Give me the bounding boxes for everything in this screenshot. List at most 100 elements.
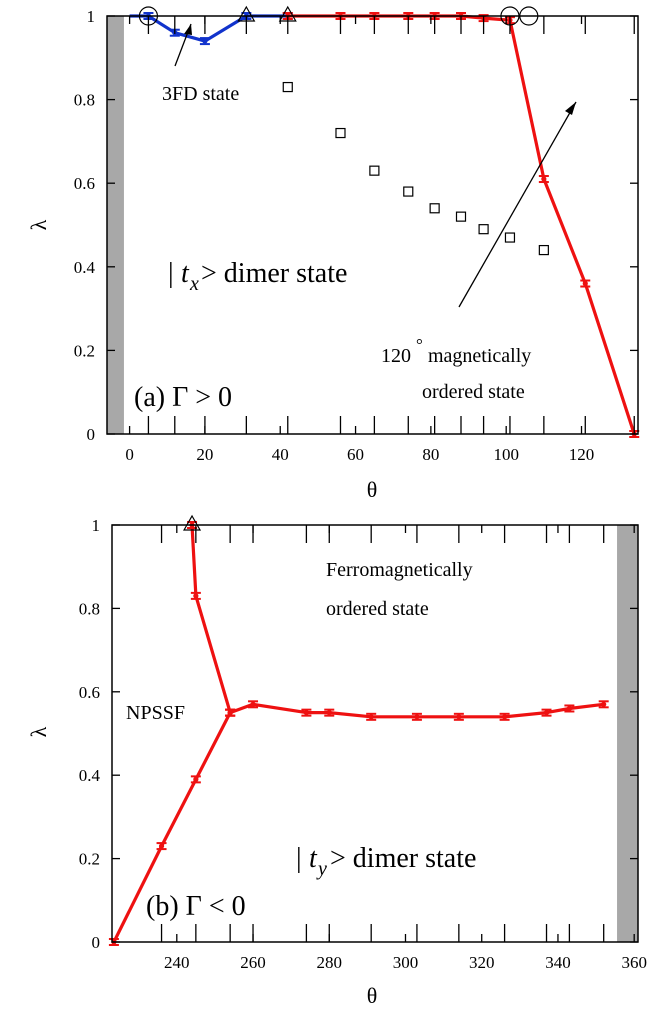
data-point-marker bbox=[227, 710, 233, 716]
data-point bbox=[499, 712, 510, 721]
y-tick-label: 0 bbox=[92, 933, 101, 952]
arrow-120-head bbox=[565, 102, 576, 115]
square-marker bbox=[403, 186, 414, 197]
x-tick-label: 40 bbox=[272, 445, 289, 464]
data-point-marker bbox=[250, 701, 256, 707]
x-tick-label: 120 bbox=[569, 445, 595, 464]
data-point bbox=[156, 842, 167, 851]
data-point bbox=[541, 708, 552, 717]
panel-a-ylabel: λ bbox=[26, 219, 51, 230]
data-point-marker bbox=[543, 710, 550, 716]
square-marker bbox=[429, 203, 440, 214]
data-point-marker bbox=[541, 176, 547, 182]
label-ty-t: t bbox=[309, 843, 318, 874]
label-3fd-state: 3FD state bbox=[162, 83, 239, 105]
arrow-3fd-head bbox=[184, 24, 192, 35]
data-point-marker bbox=[501, 714, 508, 720]
square-marker bbox=[455, 211, 467, 222]
data-point-marker bbox=[414, 714, 420, 720]
label-tx-bar: | bbox=[168, 258, 174, 289]
data-point bbox=[598, 700, 609, 709]
arrow-120 bbox=[458, 101, 577, 308]
x-tick-label: 340 bbox=[545, 953, 571, 972]
data-point bbox=[199, 37, 210, 46]
panel-b-chart: 0 0.2 0.4 0.6 0.8 1 240 260 280 300 320 340 360 Ferr… bbox=[26, 514, 647, 1008]
data-point-marker bbox=[601, 701, 607, 707]
x-tick-label: 80 bbox=[422, 445, 439, 464]
series-line-red bbox=[112, 711, 232, 943]
x-tick-label: 20 bbox=[196, 445, 213, 464]
label-120-line1b: magnetically bbox=[428, 345, 531, 367]
panel-a-gray-band bbox=[107, 16, 124, 434]
label-ty-dimer-state: > dimer state bbox=[330, 843, 476, 874]
y-tick-label: 0.8 bbox=[79, 599, 100, 618]
data-point-marker bbox=[303, 710, 309, 716]
panel-a-ticks: 0 0.2 0.4 0.6 0.8 1 0 20 40 60 80 100 120 bbox=[74, 7, 638, 464]
label-120-degree: ° bbox=[416, 335, 423, 354]
data-point-marker bbox=[566, 705, 572, 712]
data-point bbox=[411, 712, 422, 721]
label-ferro-line1: Ferromagnetically bbox=[326, 559, 473, 581]
panel-b-gray-band bbox=[617, 525, 638, 942]
triangle-marker bbox=[183, 514, 202, 531]
y-tick-label: 1 bbox=[92, 516, 101, 535]
data-point bbox=[366, 712, 377, 721]
data-point-marker bbox=[368, 714, 374, 720]
panel-a-xlabel: θ bbox=[367, 477, 378, 502]
x-tick-label: 240 bbox=[164, 953, 190, 972]
square-marker bbox=[369, 165, 380, 176]
square-marker bbox=[282, 81, 293, 93]
panel-a-label: (a) Γ > 0 bbox=[134, 382, 232, 413]
data-point bbox=[580, 279, 591, 288]
series-line-red bbox=[190, 524, 232, 714]
data-point bbox=[190, 775, 201, 784]
y-tick-label: 0.2 bbox=[79, 850, 100, 869]
label-npssf: NPSSF bbox=[126, 702, 185, 724]
panel-a-plot-area bbox=[129, 5, 640, 438]
data-point bbox=[453, 712, 464, 721]
y-tick-label: 0.2 bbox=[74, 341, 95, 360]
x-tick-label: 320 bbox=[469, 953, 495, 972]
x-tick-label: 300 bbox=[393, 953, 419, 972]
y-tick-label: 0.4 bbox=[74, 258, 96, 277]
panel-b-ylabel: λ bbox=[26, 726, 51, 737]
data-point-marker bbox=[158, 843, 165, 849]
data-point bbox=[301, 708, 312, 717]
panel-b-plot-area bbox=[108, 514, 609, 946]
panel-b-xlabel: θ bbox=[367, 983, 378, 1008]
data-point-marker bbox=[456, 714, 462, 720]
panel-b-ticks: 0 0.2 0.4 0.6 0.8 1 240 260 280 300 320 340 360 bbox=[79, 516, 647, 972]
x-tick-label: 100 bbox=[493, 445, 519, 464]
square-marker bbox=[335, 127, 346, 139]
y-tick-label: 0.6 bbox=[79, 683, 100, 702]
y-tick-label: 0.4 bbox=[79, 766, 101, 785]
label-ty-sub: y bbox=[316, 858, 327, 880]
x-tick-label: 60 bbox=[347, 445, 364, 464]
label-tx-sub: x bbox=[189, 273, 199, 295]
data-point bbox=[190, 591, 201, 600]
square-marker bbox=[504, 232, 516, 243]
panel-a-frame bbox=[106, 15, 639, 435]
x-tick-label: 0 bbox=[125, 445, 134, 464]
label-tx-t: t bbox=[181, 258, 190, 289]
series-line-red bbox=[287, 14, 636, 435]
x-tick-label: 280 bbox=[317, 953, 343, 972]
y-tick-label: 0 bbox=[87, 425, 96, 444]
data-point-marker bbox=[582, 280, 588, 287]
data-point-marker bbox=[193, 593, 199, 599]
label-120-line1: 120 bbox=[381, 345, 411, 367]
panel-b-label: (b) Γ < 0 bbox=[146, 891, 246, 922]
panel-b-frame bbox=[111, 524, 639, 943]
data-point-marker bbox=[193, 776, 199, 782]
label-ferro-line2: ordered state bbox=[326, 598, 429, 620]
square-marker bbox=[478, 224, 489, 235]
y-tick-label: 1 bbox=[87, 7, 96, 26]
panel-a-chart: 00.20.40.60.810 20 40 60 80 100 120 3FD state … bbox=[26, 5, 640, 502]
label-tx-dimer-state: > dimer state bbox=[201, 258, 347, 289]
data-point-marker bbox=[326, 710, 332, 716]
x-tick-label: 260 bbox=[240, 953, 266, 972]
y-tick-label: 0.8 bbox=[74, 91, 95, 110]
label-120-line2: ordered state bbox=[422, 381, 525, 403]
square-marker bbox=[538, 244, 549, 256]
data-point bbox=[225, 708, 236, 717]
